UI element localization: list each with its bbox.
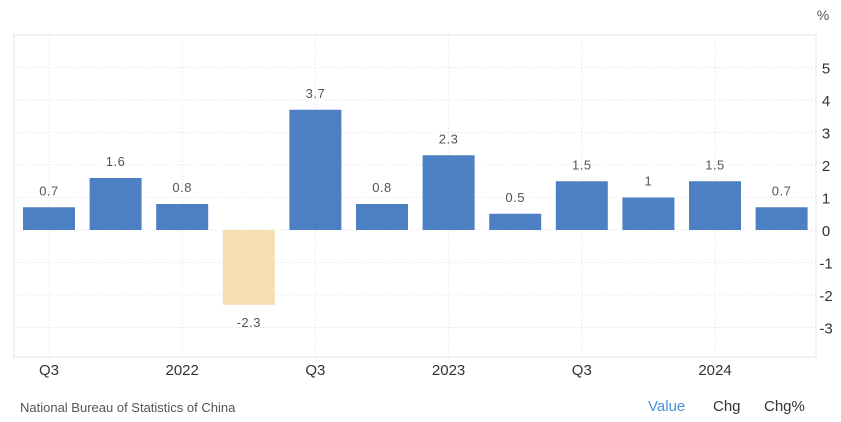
x-tick-label: Q3 [305, 362, 325, 379]
data-label: 1.5 [705, 157, 725, 172]
data-label: 1.5 [572, 157, 592, 172]
data-label: 0.8 [172, 180, 192, 195]
bar [23, 207, 75, 230]
plot-area-border [13, 34, 817, 358]
y-tick-label: 3 [822, 126, 830, 143]
data-label: 3.7 [306, 86, 326, 101]
y-axis-unit: % [817, 7, 829, 23]
bar-chart: 0.7 1.6 0.8 -2.3 3.7 0.8 2.3 0.5 1.5 1 1.5 0.7 5 4 3 2 1… [13, 7, 833, 379]
data-label: 0.8 [372, 180, 392, 195]
data-label: 1 [645, 174, 653, 189]
data-label: 2.3 [439, 131, 459, 146]
bar [689, 181, 741, 230]
bar [156, 204, 209, 230]
data-label: -2.3 [237, 315, 261, 330]
source-label: National Bureau of Statistics of China [20, 400, 236, 415]
bar [755, 207, 808, 230]
bar [289, 109, 342, 230]
bar [489, 213, 542, 230]
x-tick-label: 2022 [166, 362, 199, 379]
bar [422, 155, 475, 230]
bar [555, 181, 608, 230]
y-tick-label: -1 [819, 256, 832, 273]
y-tick-label: -2 [819, 288, 832, 305]
bar [222, 230, 275, 305]
tab-chg[interactable]: Chg [713, 398, 741, 415]
bar [622, 197, 675, 230]
tab-value[interactable]: Value [648, 398, 686, 415]
x-tick-label: Q3 [39, 362, 59, 379]
x-tick-label: 2023 [432, 362, 465, 379]
y-tick-label: 4 [822, 93, 830, 110]
y-tick-label: 0 [822, 223, 830, 240]
x-tick-label: Q3 [572, 362, 592, 379]
bar [89, 178, 142, 230]
y-tick-label: 2 [822, 158, 830, 175]
tab-chg-percent[interactable]: Chg% [764, 398, 805, 415]
data-label: 0.7 [39, 183, 59, 198]
y-tick-label: 5 [822, 61, 830, 78]
data-label: 0.5 [505, 190, 525, 205]
y-tick-label: 1 [822, 191, 830, 208]
x-tick-label: 2024 [698, 362, 731, 379]
data-label: 1.6 [106, 154, 126, 169]
y-tick-label: -3 [819, 321, 832, 338]
bar [356, 204, 408, 230]
data-label: 0.7 [772, 183, 792, 198]
